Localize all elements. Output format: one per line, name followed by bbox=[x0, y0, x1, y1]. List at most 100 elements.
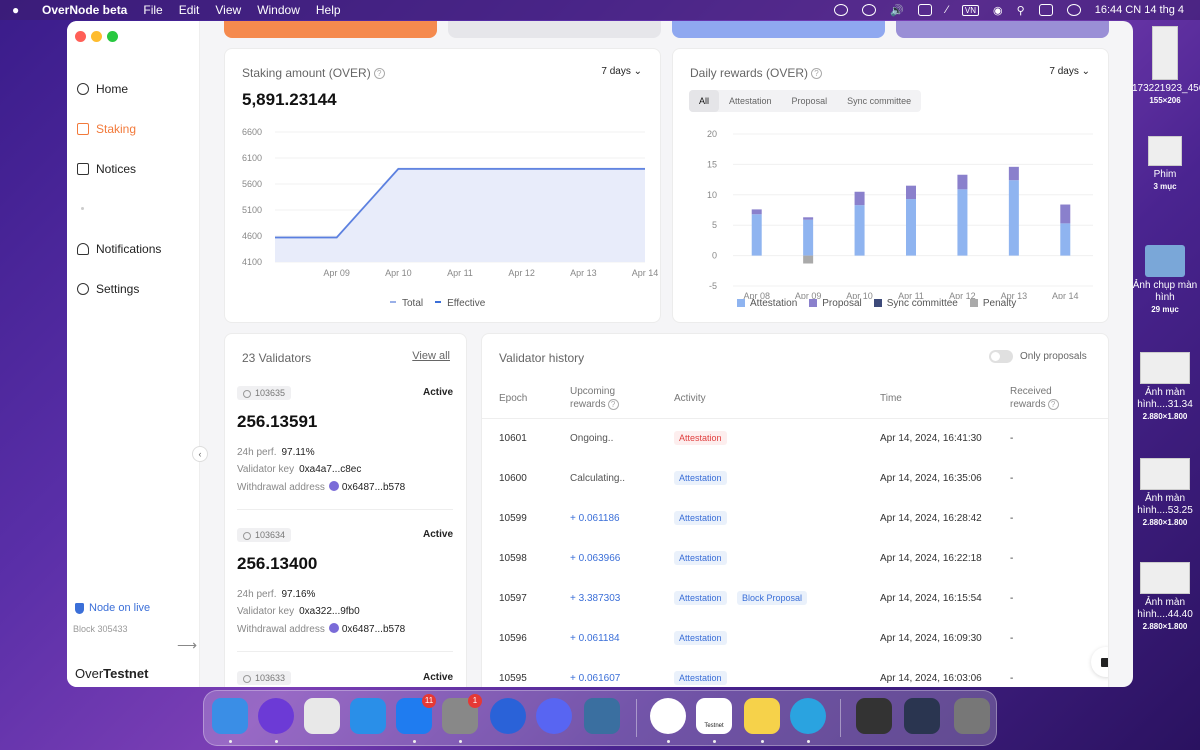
received-rewards-cell: - bbox=[1010, 473, 1014, 484]
sidebar-item-label: Home bbox=[96, 82, 129, 96]
help-icon[interactable]: ? bbox=[811, 68, 823, 79]
input-source-badge[interactable]: VN bbox=[961, 4, 980, 16]
arrow-right-icon[interactable]: ⟶ bbox=[177, 637, 198, 653]
close-window-button[interactable] bbox=[75, 31, 86, 42]
quicktime-icon[interactable] bbox=[584, 698, 620, 734]
menu-bar: ● OverNode beta File Edit View Window He… bbox=[0, 0, 1200, 20]
help-icon[interactable]: ? bbox=[1047, 399, 1059, 410]
withdrawal-value[interactable]: 0x6487...b578 bbox=[341, 624, 406, 635]
bar-attestation bbox=[751, 214, 762, 256]
staking-range-dropdown[interactable]: 7 days ⌄ bbox=[601, 66, 642, 77]
validator-key: Validator key 0xa4a7...c8ec bbox=[237, 464, 361, 475]
finder-icon[interactable] bbox=[212, 698, 248, 734]
system-settings-icon[interactable]: 1 bbox=[442, 694, 482, 734]
menu-view[interactable]: View bbox=[215, 3, 242, 17]
desktop-file-icon[interactable]: Ảnh màn hình....53.25 2.880×1.800 bbox=[1132, 458, 1198, 529]
menu-window[interactable]: Window bbox=[257, 3, 300, 17]
desktop-file-name: Ảnh màn hình....44.40 bbox=[1137, 597, 1193, 620]
tab-proposal[interactable]: Proposal bbox=[791, 96, 828, 106]
apple-icon[interactable]: ● bbox=[12, 3, 20, 17]
received-rewards-cell: - bbox=[1010, 633, 1014, 644]
desktop-file-icon[interactable]: 173221923_4562...79_n 155×206 bbox=[1132, 26, 1200, 107]
col-epoch: Epoch bbox=[499, 393, 528, 404]
time-cell: Apr 14, 2024, 16:41:30 bbox=[880, 433, 982, 444]
menu-edit[interactable]: Edit bbox=[178, 3, 200, 17]
slash-icon[interactable]: ⁄ bbox=[946, 4, 948, 16]
withdrawal-label: Withdrawal address bbox=[237, 482, 325, 493]
sidebar-item-notifications[interactable]: Notifications bbox=[77, 242, 161, 256]
desktop-file-icon[interactable]: Ảnh màn hình....31.34 2.880×1.800 bbox=[1132, 352, 1198, 423]
validator-item[interactable]: 103634 Active 256.13400 24h perf. 97.16% … bbox=[237, 528, 453, 658]
volume-icon[interactable]: 🔊 bbox=[890, 4, 905, 17]
menu-file[interactable]: File bbox=[143, 3, 163, 17]
menu-help[interactable]: Help bbox=[315, 3, 341, 17]
perf-label: 24h perf. bbox=[237, 447, 277, 458]
file-thumbnail-icon bbox=[1140, 352, 1190, 384]
tab-sync-committee[interactable]: Sync committee bbox=[847, 96, 912, 106]
safari-icon[interactable] bbox=[350, 698, 386, 734]
help-icon[interactable]: ? bbox=[607, 399, 619, 410]
launchpad-icon[interactable] bbox=[304, 698, 340, 734]
validator-item[interactable]: 103635 Active 256.13591 24h perf. 97.11% … bbox=[237, 386, 453, 516]
validator-status: Active bbox=[422, 387, 453, 398]
battery-icon[interactable] bbox=[918, 4, 933, 16]
sidebar-item-label: Notifications bbox=[96, 242, 162, 256]
tab-all[interactable]: All bbox=[689, 90, 720, 112]
file-thumbnail-icon bbox=[1148, 136, 1182, 166]
chat-button[interactable] bbox=[1091, 647, 1108, 677]
help-icon[interactable]: ? bbox=[373, 68, 385, 79]
sidebar-item-home[interactable]: Home bbox=[77, 82, 128, 96]
summary-card-purple bbox=[896, 21, 1109, 38]
globe-status-icon[interactable] bbox=[862, 4, 877, 16]
withdrawal-value[interactable]: 0x6487...b578 bbox=[341, 482, 406, 493]
desktop-file-icon[interactable]: Ảnh chụp màn hình 29 mục bbox=[1132, 245, 1198, 316]
telegram-icon[interactable] bbox=[790, 698, 826, 734]
rewards-range-dropdown[interactable]: 7 days ⌄ bbox=[1049, 66, 1090, 77]
recent-app-icon[interactable] bbox=[904, 698, 940, 734]
sidebar-item-label: Staking bbox=[96, 122, 137, 136]
collapse-sidebar-button[interactable]: ‹ bbox=[192, 446, 208, 462]
epoch-cell: 10599 bbox=[499, 513, 527, 524]
view-all-link[interactable]: View all bbox=[412, 350, 450, 362]
notification-center-icon[interactable] bbox=[834, 4, 849, 16]
notes-icon[interactable] bbox=[744, 698, 780, 734]
siri-menu-icon[interactable] bbox=[1066, 4, 1081, 16]
menu-clock[interactable]: 16:44 CN 14 thg 4 bbox=[1094, 4, 1184, 16]
legend-label: Effective bbox=[447, 298, 486, 309]
minimize-window-button[interactable] bbox=[91, 31, 102, 42]
sync-app-icon[interactable] bbox=[490, 698, 526, 734]
col-received-label: Received rewards bbox=[1010, 386, 1052, 410]
trash-icon[interactable] bbox=[954, 698, 990, 734]
node-status-label: Node on live bbox=[89, 602, 151, 614]
menu-app-name[interactable]: OverNode beta bbox=[42, 3, 128, 17]
siri-icon[interactable] bbox=[258, 698, 294, 734]
only-proposals-toggle[interactable] bbox=[989, 350, 1013, 363]
time-cell: Apr 14, 2024, 16:09:30 bbox=[880, 633, 982, 644]
validator-item[interactable]: 103633 Active bbox=[237, 671, 453, 687]
sidebar-item-notices[interactable]: Notices bbox=[77, 162, 136, 176]
discord-icon[interactable] bbox=[536, 698, 572, 734]
app-store-icon[interactable]: 11 bbox=[396, 694, 436, 734]
recent-app-icon[interactable] bbox=[856, 698, 892, 734]
key-value[interactable]: 0xa4a7...c8ec bbox=[299, 464, 362, 475]
sidebar-item-staking[interactable]: Staking bbox=[77, 122, 136, 136]
perf-value: 97.11% bbox=[281, 447, 315, 458]
control-center-icon[interactable] bbox=[1038, 4, 1053, 16]
validator-id-badge: 103634 bbox=[237, 528, 292, 542]
y-tick-label: 0 bbox=[712, 251, 717, 261]
tab-attestation[interactable]: Attestation bbox=[729, 96, 772, 106]
received-rewards-cell: - bbox=[1010, 513, 1014, 524]
activity-badge: Attestation bbox=[674, 551, 727, 565]
y-tick-label: -5 bbox=[709, 281, 717, 291]
sidebar-item-settings[interactable]: Settings bbox=[77, 282, 139, 296]
key-value[interactable]: 0xa322...9fb0 bbox=[299, 606, 360, 617]
desktop-file-icon[interactable]: Ảnh màn hình....44.40 2.880×1.800 bbox=[1132, 562, 1198, 633]
testnet-app-icon[interactable]: Testnet bbox=[696, 698, 732, 734]
zoom-window-button[interactable] bbox=[107, 31, 118, 42]
chrome-icon[interactable] bbox=[650, 698, 686, 734]
perf-value: 97.16% bbox=[281, 589, 316, 600]
spotlight-search-icon[interactable]: ⚲ bbox=[1016, 4, 1025, 17]
desktop-file-icon[interactable]: Phim 3 mục bbox=[1132, 136, 1198, 193]
wifi-icon[interactable]: ◉ bbox=[993, 4, 1003, 17]
rewards-legend: Attestation Proposal Sync committee Pena… bbox=[737, 298, 1016, 309]
